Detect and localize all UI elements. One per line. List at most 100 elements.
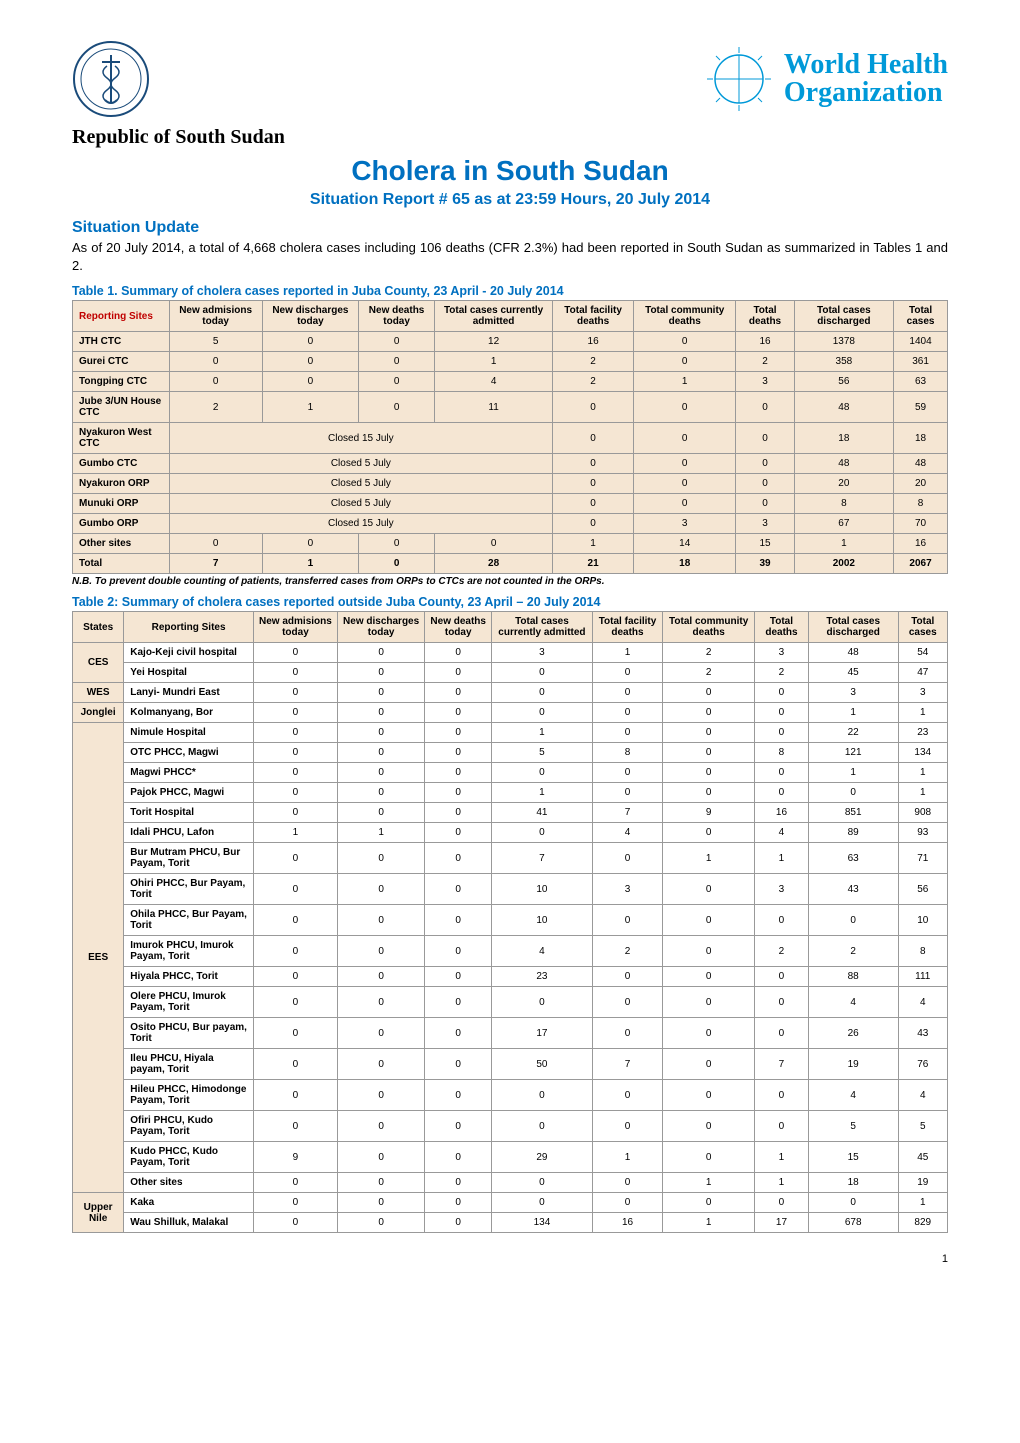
data-cell: 1 xyxy=(663,843,755,874)
data-cell: 0 xyxy=(337,1018,424,1049)
data-cell: 0 xyxy=(592,1111,662,1142)
data-cell: 0 xyxy=(425,723,492,743)
data-cell: 4 xyxy=(492,936,593,967)
data-cell: 54 xyxy=(898,643,947,663)
table-row: JongleiKolmanyang, Bor000000011 xyxy=(73,703,948,723)
data-cell: 1 xyxy=(794,534,893,554)
data-cell: 0 xyxy=(755,987,809,1018)
data-cell: 0 xyxy=(663,783,755,803)
data-cell: 0 xyxy=(634,332,736,352)
table1-col-header: Total cases xyxy=(894,301,948,332)
data-cell: 23 xyxy=(492,967,593,987)
site-cell: Kudo PHCC, Kudo Payam, Torit xyxy=(124,1142,254,1173)
site-cell: Nyakuron ORP xyxy=(73,474,170,494)
data-cell: 8 xyxy=(592,743,662,763)
data-cell: 5 xyxy=(492,743,593,763)
table-row: WESLanyi- Mundri East000000033 xyxy=(73,683,948,703)
data-cell: 0 xyxy=(634,423,736,454)
data-cell: 10 xyxy=(492,874,593,905)
data-cell: 18 xyxy=(894,423,948,454)
site-cell: Gumbo CTC xyxy=(73,454,170,474)
data-cell: 0 xyxy=(253,905,337,936)
data-cell: 0 xyxy=(262,352,358,372)
data-cell: 0 xyxy=(425,1193,492,1213)
table2-col-header: Total community deaths xyxy=(663,612,755,643)
data-cell: 0 xyxy=(425,803,492,823)
data-cell: 0 xyxy=(425,905,492,936)
data-cell: 5 xyxy=(898,1111,947,1142)
data-cell: 0 xyxy=(262,372,358,392)
data-cell: 0 xyxy=(425,1173,492,1193)
data-cell: 0 xyxy=(337,1142,424,1173)
data-cell: 0 xyxy=(253,987,337,1018)
data-cell: 0 xyxy=(253,936,337,967)
data-cell: 0 xyxy=(663,936,755,967)
data-cell: 4 xyxy=(808,987,898,1018)
site-cell: Other sites xyxy=(124,1173,254,1193)
table1-col-header: New discharges today xyxy=(262,301,358,332)
data-cell: 0 xyxy=(359,392,435,423)
site-cell: Nyakuron West CTC xyxy=(73,423,170,454)
data-cell: 3 xyxy=(592,874,662,905)
data-cell: 0 xyxy=(425,783,492,803)
table2-col-header: Total cases xyxy=(898,612,947,643)
data-cell: 15 xyxy=(736,534,794,554)
data-cell: 1 xyxy=(898,1193,947,1213)
data-cell: 0 xyxy=(253,743,337,763)
data-cell: 88 xyxy=(808,967,898,987)
table2-caption: Table 2: Summary of cholera cases report… xyxy=(72,595,948,609)
data-cell: 0 xyxy=(663,1111,755,1142)
data-cell: 0 xyxy=(755,703,809,723)
data-cell: 2 xyxy=(663,663,755,683)
data-cell: 0 xyxy=(663,874,755,905)
data-cell: 0 xyxy=(359,534,435,554)
data-cell: 0 xyxy=(663,1193,755,1213)
data-cell: 5 xyxy=(169,332,262,352)
table-row: CESKajo-Keji civil hospital00031234854 xyxy=(73,643,948,663)
data-cell: 4 xyxy=(808,1080,898,1111)
site-cell: Ileu PHCU, Hiyala payam, Torit xyxy=(124,1049,254,1080)
data-cell: 0 xyxy=(492,663,593,683)
data-cell: 0 xyxy=(755,1080,809,1111)
data-cell: 0 xyxy=(592,1018,662,1049)
data-cell: 0 xyxy=(755,1193,809,1213)
table-row: Hiyala PHCC, Torit0002300088111 xyxy=(73,967,948,987)
data-cell: 0 xyxy=(425,936,492,967)
data-cell: 0 xyxy=(425,1111,492,1142)
data-cell: 0 xyxy=(592,1173,662,1193)
data-cell: 0 xyxy=(592,987,662,1018)
data-cell: 0 xyxy=(425,643,492,663)
site-cell: Other sites xyxy=(73,534,170,554)
data-cell: 26 xyxy=(808,1018,898,1049)
data-cell: 2 xyxy=(736,352,794,372)
data-cell: 8 xyxy=(894,494,948,514)
data-cell: 0 xyxy=(337,1173,424,1193)
data-cell: 0 xyxy=(425,1049,492,1080)
data-cell: 22 xyxy=(808,723,898,743)
data-cell: 3 xyxy=(755,874,809,905)
data-cell: 0 xyxy=(663,763,755,783)
data-cell: 0 xyxy=(337,783,424,803)
data-cell: 56 xyxy=(898,874,947,905)
situation-text: As of 20 July 2014, a total of 4,668 cho… xyxy=(72,239,948,274)
site-cell: Tongping CTC xyxy=(73,372,170,392)
data-cell: 47 xyxy=(898,663,947,683)
site-cell: OTC PHCC, Magwi xyxy=(124,743,254,763)
table2-col-header: States xyxy=(73,612,124,643)
moh-logo xyxy=(72,40,150,118)
data-cell: 29 xyxy=(492,1142,593,1173)
data-cell: 0 xyxy=(663,1080,755,1111)
data-cell: 0 xyxy=(337,936,424,967)
table-row: Nyakuron ORPClosed 5 July0002020 xyxy=(73,474,948,494)
data-cell: 1 xyxy=(755,1142,809,1173)
data-cell: 0 xyxy=(253,1049,337,1080)
data-cell: 16 xyxy=(894,534,948,554)
data-cell: 18 xyxy=(634,554,736,574)
data-cell: 0 xyxy=(337,683,424,703)
data-cell: 0 xyxy=(663,1142,755,1173)
data-cell: 0 xyxy=(337,1193,424,1213)
who-emblem-icon xyxy=(704,44,774,114)
data-cell: 0 xyxy=(634,494,736,514)
data-cell: 0 xyxy=(755,1111,809,1142)
data-cell: 14 xyxy=(634,534,736,554)
